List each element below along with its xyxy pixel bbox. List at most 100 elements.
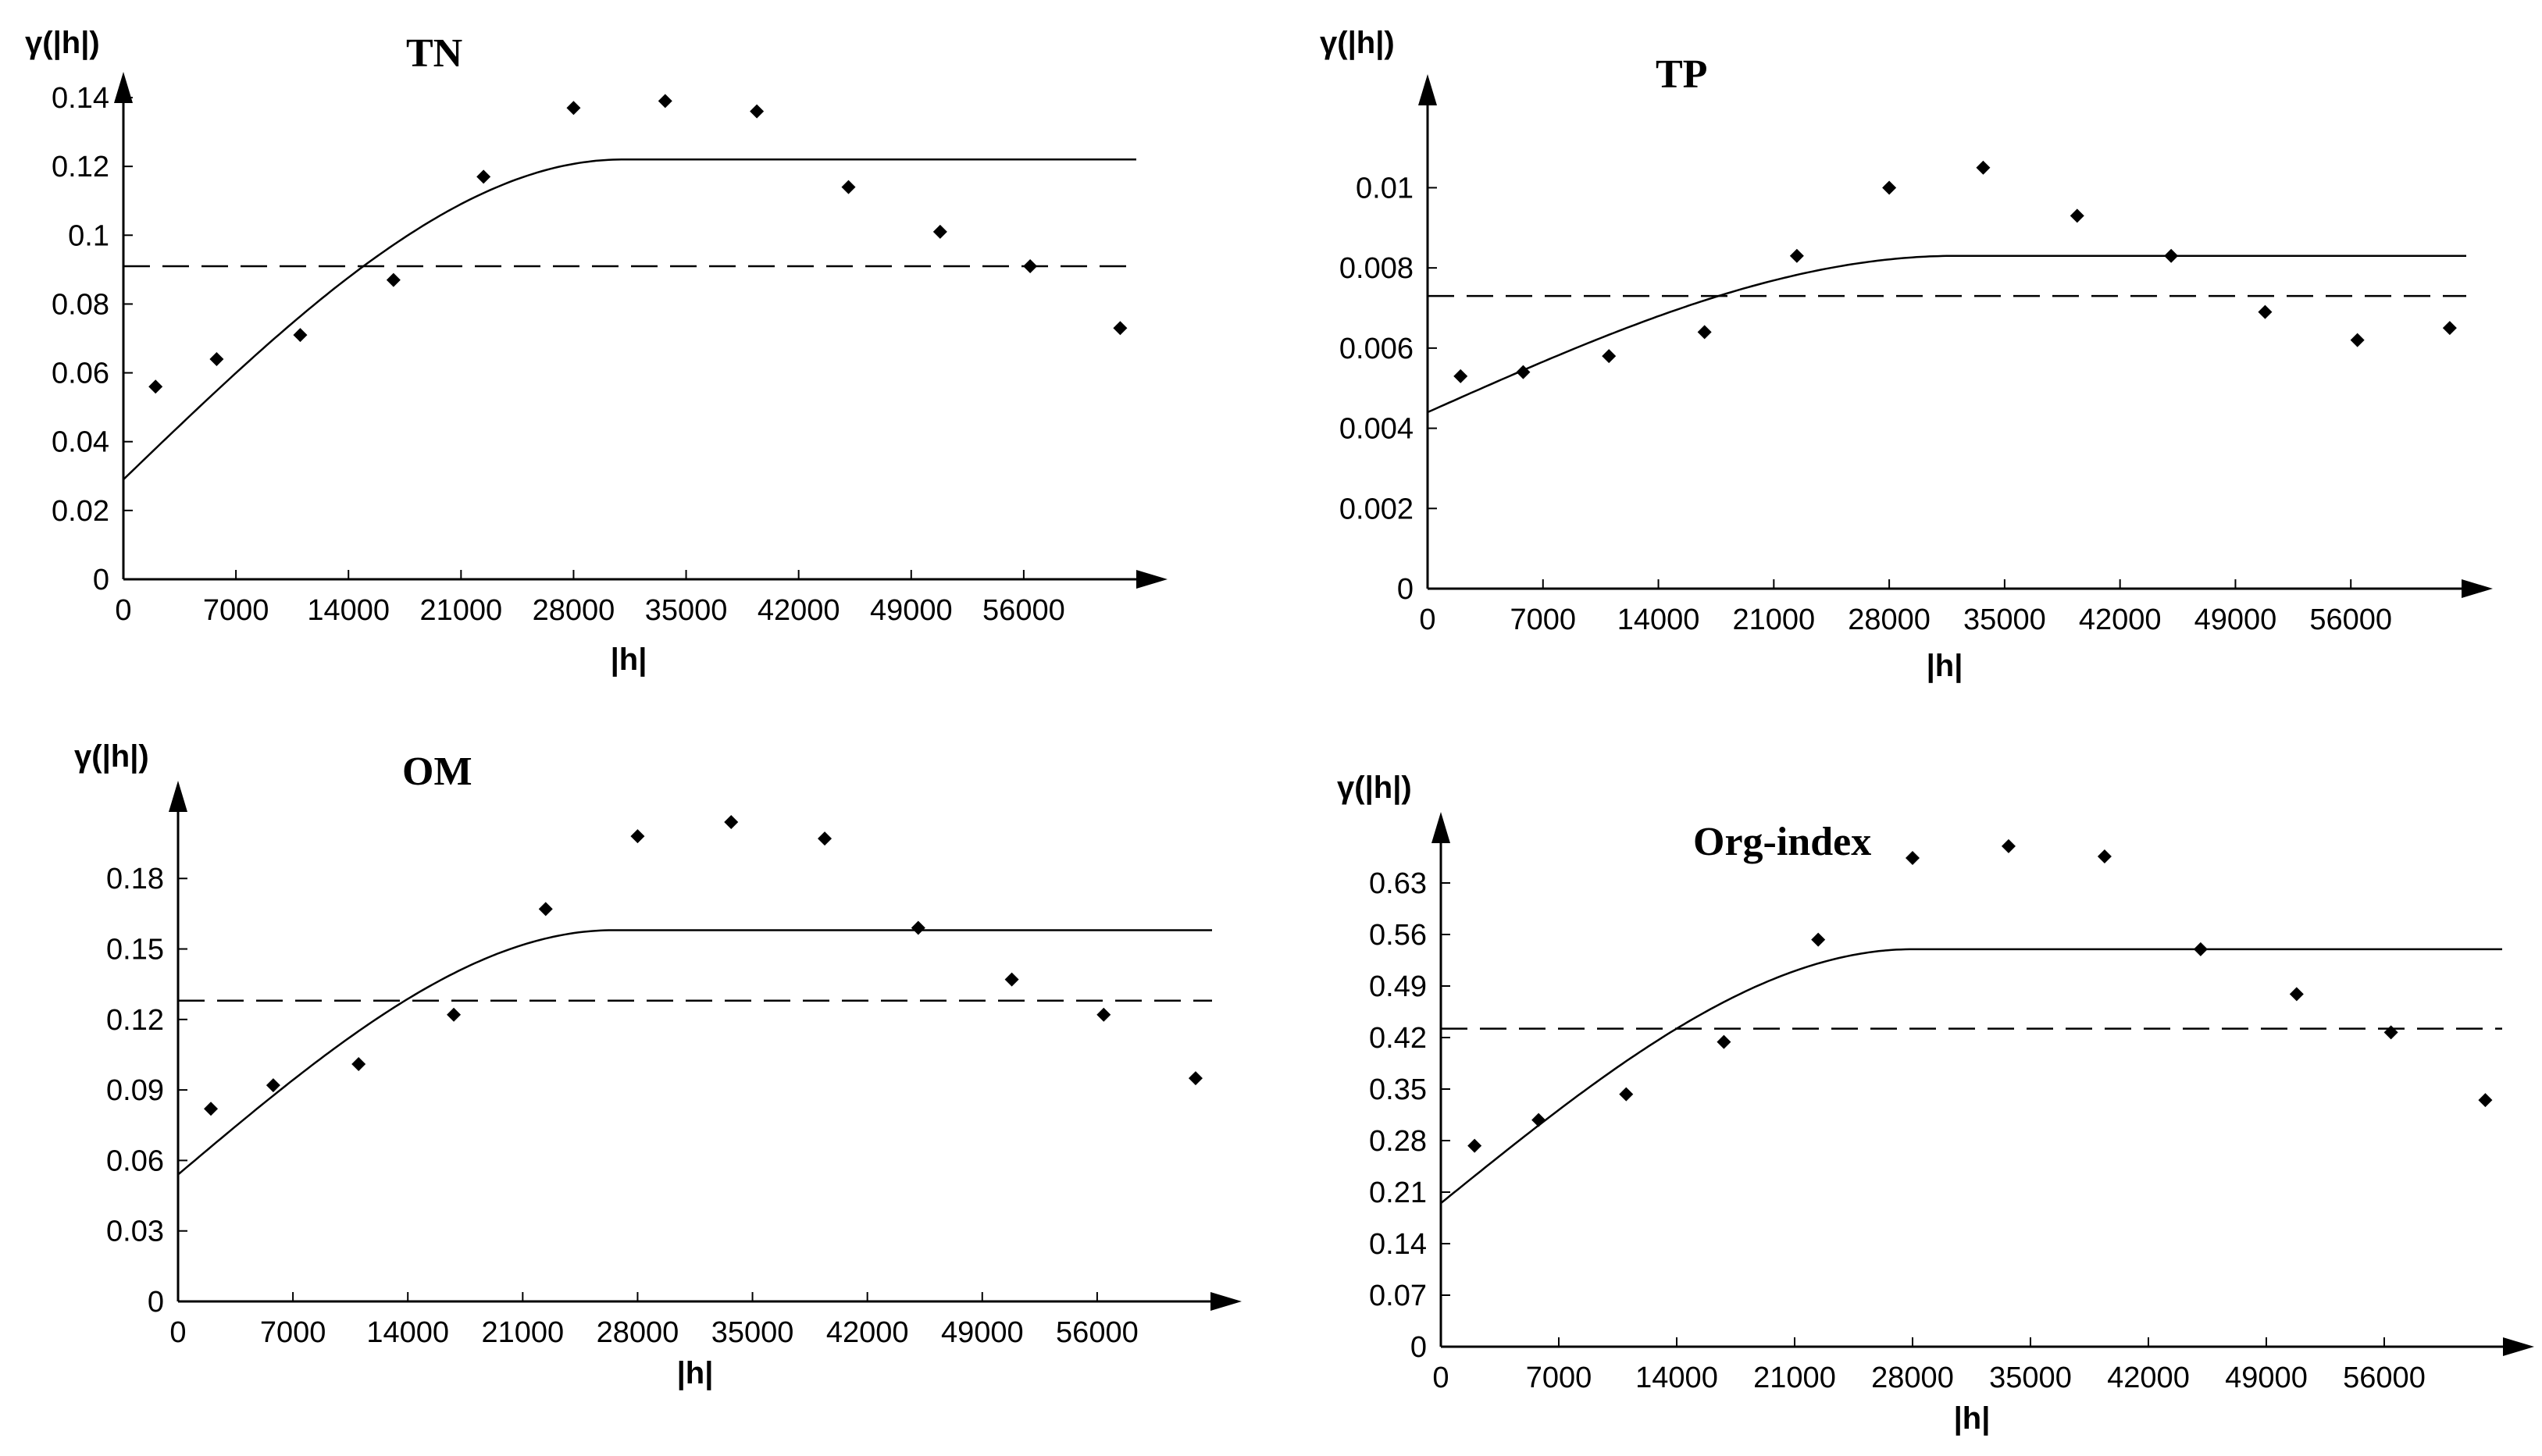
x-tick-label: 7000 bbox=[1526, 1362, 1592, 1394]
y-tick-label: 0.02 bbox=[52, 495, 109, 528]
chart-title: TN bbox=[406, 31, 462, 76]
data-point bbox=[1811, 932, 1826, 947]
y-tick-label: 0.14 bbox=[52, 82, 109, 115]
data-point bbox=[1467, 1138, 1482, 1153]
data-point bbox=[1697, 325, 1712, 340]
x-tick-label: 14000 bbox=[1635, 1362, 1718, 1394]
data-point bbox=[476, 169, 491, 184]
x-tick-label: 0 bbox=[1419, 603, 1435, 636]
x-tick-label: 35000 bbox=[1963, 603, 2046, 636]
y-tick-label: 0.06 bbox=[106, 1145, 164, 1177]
x-tick-label: 21000 bbox=[419, 594, 502, 627]
x-tick-label: 56000 bbox=[2343, 1362, 2426, 1394]
y-tick-label: 0.56 bbox=[1369, 919, 1427, 952]
data-point bbox=[2193, 942, 2208, 956]
y-tick-label: 0.04 bbox=[52, 426, 109, 459]
x-tick-label: 35000 bbox=[1989, 1362, 2072, 1394]
x-tick-label: 42000 bbox=[2107, 1362, 2190, 1394]
data-point bbox=[209, 351, 224, 366]
data-point bbox=[1976, 160, 1991, 175]
y-tick-label: 0.12 bbox=[52, 151, 109, 183]
x-tick-label: 49000 bbox=[941, 1316, 1024, 1349]
x-axis-arrow-icon bbox=[1210, 1292, 1242, 1311]
x-tick-label: 14000 bbox=[366, 1316, 449, 1349]
x-tick-label: 21000 bbox=[1732, 603, 1815, 636]
data-point bbox=[2097, 849, 2112, 864]
x-tick-label: 56000 bbox=[2309, 603, 2392, 636]
data-point bbox=[2001, 838, 2016, 853]
data-point bbox=[1516, 365, 1531, 379]
x-tick-label: 56000 bbox=[1056, 1316, 1139, 1349]
chart-title: TP bbox=[1656, 52, 1707, 97]
y-axis-arrow-icon bbox=[1431, 812, 1450, 843]
x-tick-label: 49000 bbox=[870, 594, 953, 627]
y-tick-label: 0.07 bbox=[1369, 1280, 1427, 1312]
data-point bbox=[2442, 321, 2457, 336]
data-point bbox=[1906, 850, 1920, 865]
data-point bbox=[630, 829, 645, 844]
y-tick-label: 0.12 bbox=[106, 1004, 164, 1037]
data-point bbox=[1453, 368, 1468, 383]
model-curve bbox=[123, 158, 1136, 481]
x-tick-label: 14000 bbox=[1617, 603, 1700, 636]
data-point bbox=[1113, 321, 1128, 336]
data-point bbox=[148, 379, 163, 394]
data-point bbox=[750, 104, 765, 119]
model-curve bbox=[1427, 255, 2466, 414]
y-tick-label: 0.42 bbox=[1369, 1022, 1427, 1055]
data-point bbox=[204, 1102, 219, 1116]
x-tick-label: 28000 bbox=[1848, 603, 1931, 636]
y-axis-arrow-icon bbox=[114, 72, 133, 103]
data-point bbox=[2164, 248, 2179, 263]
x-axis-label: |h| bbox=[677, 1356, 714, 1390]
data-point bbox=[1602, 349, 1617, 364]
data-point bbox=[1004, 972, 1019, 987]
data-point bbox=[386, 272, 401, 287]
y-tick-label: 0.49 bbox=[1369, 970, 1427, 1003]
x-tick-label: 7000 bbox=[203, 594, 269, 627]
y-tick-label: 0.006 bbox=[1339, 333, 1414, 365]
data-point bbox=[932, 224, 947, 239]
x-tick-label: 49000 bbox=[2194, 603, 2277, 636]
y-tick-label: 0.63 bbox=[1369, 867, 1427, 900]
x-axis-arrow-icon bbox=[1136, 570, 1168, 589]
chart-title: Org-index bbox=[1693, 820, 1871, 864]
chart-panel-3: 0 7000 14000 21000 28000 35000 42000 49000 56000… bbox=[74, 739, 1242, 1390]
chart-panel-4: 0 7000 14000 21000 28000 35000 42000 49000 56000… bbox=[1337, 771, 2534, 1436]
data-point bbox=[566, 101, 581, 116]
y-tick-label: 0.15 bbox=[106, 934, 164, 967]
y-tick-label: 0.28 bbox=[1369, 1125, 1427, 1158]
x-tick-label: 28000 bbox=[533, 594, 615, 627]
y-tick-label: 0.18 bbox=[106, 863, 164, 895]
data-point bbox=[1882, 180, 1897, 195]
x-tick-label: 0 bbox=[1432, 1362, 1449, 1394]
data-point bbox=[351, 1057, 366, 1072]
x-tick-label: 7000 bbox=[260, 1316, 326, 1349]
y-tick-label: 0.03 bbox=[106, 1216, 164, 1248]
x-tick-label: 0 bbox=[115, 594, 131, 627]
y-axis-label: γ(|h|) bbox=[1337, 771, 1412, 805]
y-tick-label: 0 bbox=[148, 1286, 164, 1319]
x-tick-label: 21000 bbox=[481, 1316, 564, 1349]
y-tick-label: 0.14 bbox=[1369, 1228, 1427, 1261]
y-tick-label: 0 bbox=[93, 564, 109, 596]
y-axis-arrow-icon bbox=[1418, 74, 1437, 105]
data-point bbox=[2478, 1093, 2493, 1108]
x-tick-label: 42000 bbox=[826, 1316, 909, 1349]
x-tick-label: 0 bbox=[169, 1316, 186, 1349]
chart-panel-2: 0 7000 14000 21000 28000 35000 42000 49000 56000… bbox=[1320, 26, 2493, 683]
data-point bbox=[818, 831, 832, 846]
data-point bbox=[2070, 208, 2084, 223]
data-point bbox=[1531, 1112, 1546, 1127]
x-tick-label: 56000 bbox=[982, 594, 1065, 627]
data-point bbox=[1619, 1087, 1634, 1102]
data-point bbox=[1096, 1007, 1111, 1022]
x-axis-arrow-icon bbox=[2462, 579, 2493, 598]
data-point bbox=[2383, 1025, 2398, 1040]
y-axis-label: γ(|h|) bbox=[1320, 26, 1395, 60]
y-tick-label: 0.08 bbox=[52, 288, 109, 321]
x-axis-label: |h| bbox=[1927, 649, 1963, 683]
x-tick-label: 42000 bbox=[2079, 603, 2162, 636]
y-axis-label: γ(|h|) bbox=[74, 739, 149, 774]
